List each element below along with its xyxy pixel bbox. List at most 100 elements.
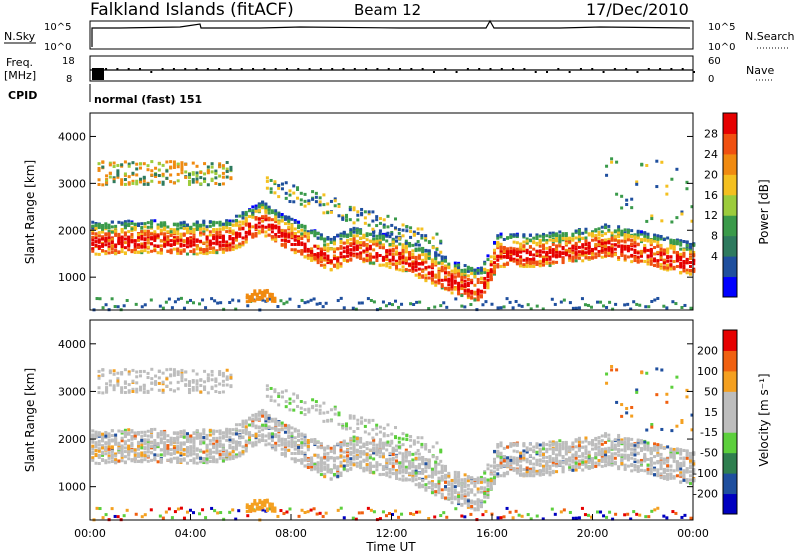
velocity-cell (316, 445, 320, 449)
power-cell (346, 254, 350, 258)
velocity-cell (182, 457, 186, 461)
power-cell (274, 220, 278, 224)
velocity-cell (218, 456, 222, 460)
power-cell (280, 243, 284, 247)
power-cell (434, 251, 438, 255)
velocity-cell (476, 487, 480, 491)
power-cell (127, 230, 131, 234)
power-cell (620, 232, 624, 236)
power-cell (479, 266, 483, 270)
velocity-cell (114, 452, 118, 456)
power-cell (460, 304, 464, 308)
power-cell (222, 307, 226, 311)
velocity-cell (143, 454, 147, 458)
power-cell (541, 263, 545, 267)
power-cell (206, 171, 210, 175)
power-cell (605, 305, 609, 309)
velocity-cell (346, 448, 350, 452)
power-cell (457, 287, 461, 291)
power-cell (303, 229, 307, 233)
power-cell (101, 230, 105, 234)
power-cell (306, 253, 310, 257)
power-cell (685, 268, 689, 272)
velocity-cell (339, 460, 343, 464)
power-cell (287, 225, 291, 229)
power-cell (270, 235, 274, 239)
velocity-cell (264, 410, 268, 414)
power-cell (447, 283, 451, 287)
power-cell (506, 247, 510, 251)
power-cell (368, 247, 372, 251)
power-cell (689, 306, 693, 310)
velocity-cell (104, 448, 108, 452)
power-cell (541, 232, 545, 236)
velocity-cell (493, 470, 497, 474)
power-cell (411, 265, 415, 269)
power-cell (267, 217, 271, 221)
nave-tick-bottom: 0 (708, 74, 714, 85)
velocity-cell (241, 450, 245, 454)
power-cell (290, 217, 294, 221)
power-cell (313, 244, 317, 248)
power-cell (656, 259, 660, 263)
velocity-cell (408, 471, 412, 475)
power-cell (646, 239, 650, 243)
velocity-cell (283, 430, 287, 434)
power-cell (692, 243, 696, 247)
velocity-cell (401, 459, 405, 463)
velocity-cell (430, 473, 434, 477)
power-cell (412, 232, 416, 236)
power-cell (645, 163, 649, 167)
power-cell (669, 244, 673, 248)
power-cell (395, 235, 399, 239)
power-cell (116, 163, 120, 167)
velocity-cell (189, 440, 193, 444)
power-cell (234, 223, 238, 227)
power-cell (114, 243, 118, 247)
velocity-cell (199, 456, 203, 460)
power-cell (643, 259, 647, 263)
power-cell (519, 263, 523, 267)
velocity-cell (270, 426, 274, 430)
nave-dot (659, 68, 662, 70)
power-cell (450, 291, 454, 295)
power-cell (611, 307, 615, 311)
power-cell (187, 176, 191, 180)
power-cell (349, 237, 353, 241)
power-cell (489, 276, 493, 280)
power-cell (520, 304, 524, 308)
power-cell (215, 234, 219, 238)
power-cell (170, 306, 174, 310)
power-cell (310, 258, 314, 262)
power-cell (140, 242, 144, 246)
power-cell (463, 284, 467, 288)
power-cell (427, 265, 431, 269)
power-cell (372, 300, 376, 304)
power-cell (159, 221, 163, 225)
power-cell (130, 235, 134, 239)
nave-dot (376, 68, 379, 70)
velocity-cell (166, 434, 170, 438)
power-cell (558, 254, 562, 258)
power-cell (192, 240, 196, 244)
power-cell (218, 236, 222, 240)
power-cell (466, 267, 470, 271)
power-cell (270, 237, 274, 241)
power-cell (214, 172, 218, 176)
velocity-cell (146, 447, 150, 451)
power-cell (662, 252, 666, 256)
power-cell (94, 236, 98, 240)
power-cell (293, 231, 297, 235)
power-cell (238, 225, 242, 229)
velocity-cell (140, 434, 144, 438)
power-colorbar-swatch (723, 276, 737, 298)
velocity-cell (313, 438, 317, 442)
velocity-cell (199, 440, 203, 444)
power-cell (450, 269, 454, 273)
power-cell (496, 234, 500, 238)
power-cell (650, 214, 654, 218)
nave-dot (534, 71, 537, 73)
velocity-cell (267, 433, 271, 437)
power-cell (630, 197, 634, 201)
velocity-cell (231, 447, 235, 451)
